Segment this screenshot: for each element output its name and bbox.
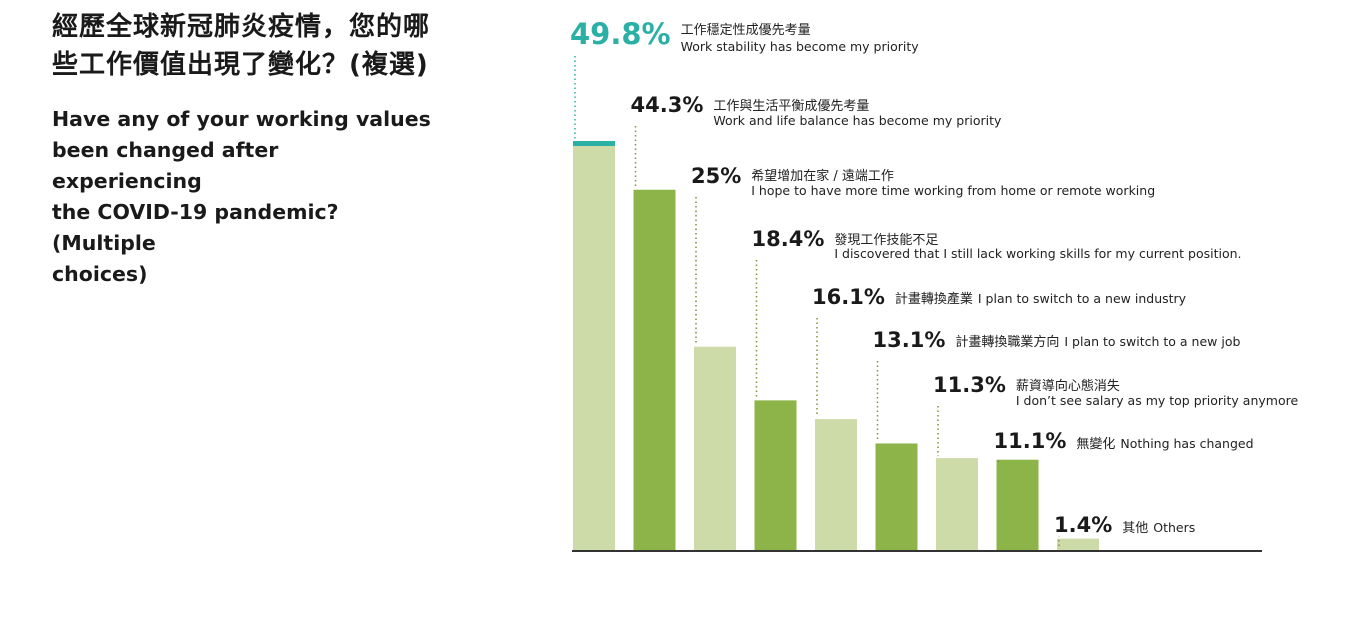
category-label-en-4: I discovered that I still lack working s…: [834, 246, 1241, 261]
bar-4: [754, 400, 797, 550]
category-label-en-1: Work stability has become my priority: [681, 39, 920, 54]
value-label-2: 44.3%: [631, 93, 704, 117]
bar-1-cap: [573, 141, 615, 146]
chart-title-zh: 經歷全球新冠肺炎疫情，您的哪 些工作價值出現了變化？(複選): [52, 8, 452, 84]
bar-5: [815, 419, 857, 550]
category-label-zh-7: 薪資導向心態消失: [1016, 378, 1120, 394]
bar-7: [936, 458, 978, 550]
title-zh-line-2: 些工作價值出現了變化？(複選): [52, 50, 429, 80]
value-label-8: 11.1%: [994, 429, 1067, 453]
category-label-zh-1: 工作穩定性成優先考量: [681, 23, 811, 38]
value-label-9: 1.4%: [1054, 513, 1112, 537]
title-en-line-2: been changed after experiencing: [52, 138, 279, 193]
category-label-zh-5: 計畫轉換產業: [895, 291, 973, 307]
value-label-5: 16.1%: [812, 285, 885, 309]
category-label-en-9: Others: [1153, 520, 1195, 535]
title-en-line-4: choices): [52, 262, 148, 286]
category-label-zh-3: 希望增加在家 / 遠端工作: [751, 168, 894, 184]
title-en-line-3: the COVID-19 pandemic? (Multiple: [52, 200, 339, 255]
chart-title-en: Have any of your working values been cha…: [52, 104, 432, 290]
category-label-en-3: I hope to have more time working from ho…: [751, 183, 1155, 198]
value-label-7: 11.3%: [933, 373, 1006, 397]
category-label-zh-4: 發現工作技能不足: [834, 233, 938, 248]
bar-1: [573, 145, 615, 550]
category-label-zh-2: 工作與生活平衡成優先考量: [713, 99, 869, 114]
bar-9: [1057, 538, 1099, 550]
value-label-3: 25%: [691, 164, 741, 188]
value-label-1: 49.8%: [570, 17, 671, 51]
category-label-en-6: I plan to switch to a new job: [1064, 334, 1240, 349]
value-label-6: 13.1%: [873, 328, 946, 352]
category-label-zh-9: 其他: [1122, 521, 1148, 536]
title-en-line-1: Have any of your working values: [52, 107, 431, 131]
category-label-en-2: Work and life balance has become my prio…: [713, 113, 1002, 128]
title-zh-line-1: 經歷全球新冠肺炎疫情，您的哪: [52, 12, 431, 42]
category-label-zh-8: 無變化: [1076, 436, 1115, 452]
category-label-en-5: I plan to switch to a new industry: [978, 291, 1187, 306]
category-label-en-7: I don’t see salary as my top priority an…: [1016, 393, 1299, 408]
bar-3: [694, 346, 736, 550]
bar-8: [996, 459, 1039, 550]
category-label-zh-6: 計畫轉換職業方向: [955, 334, 1059, 350]
bar-2: [633, 189, 676, 550]
category-label-en-8: Nothing has changed: [1120, 436, 1253, 451]
bar-6: [875, 443, 918, 550]
value-label-4: 18.4%: [752, 227, 825, 251]
